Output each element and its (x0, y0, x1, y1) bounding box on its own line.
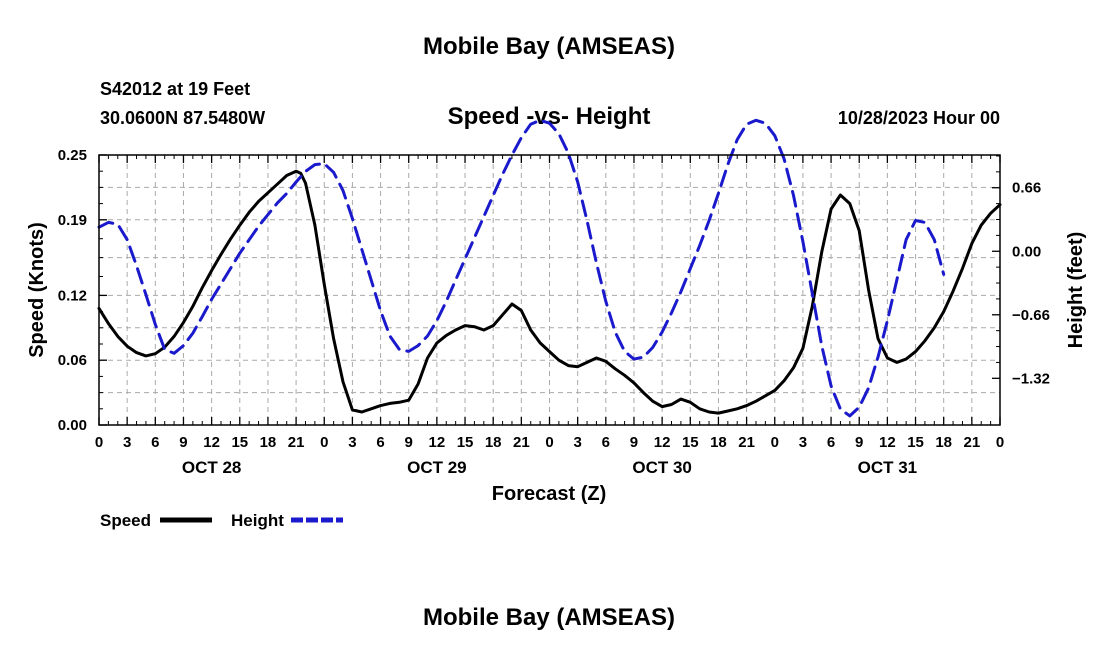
y-tick-label-left: 0.12 (58, 287, 87, 304)
y-tick-label-left: 0.06 (58, 352, 87, 369)
legend-height-label: Height (231, 511, 284, 530)
y-tick-label-left: 0.00 (58, 417, 87, 434)
x-tick-label: 0 (320, 434, 328, 451)
y-axis-label-right: Height (feet) (1065, 232, 1087, 349)
x-tick-label: 0 (95, 434, 103, 451)
coordinates-label: 30.0600N 87.5480W (100, 108, 265, 128)
footer-title: Mobile Bay (AMSEAS) (423, 604, 675, 631)
x-tick-label: 3 (348, 434, 356, 451)
x-tick-label: 12 (879, 434, 896, 451)
x-tick-label: 18 (260, 434, 277, 451)
y-tick-label-left: 0.25 (58, 147, 87, 164)
x-tick-label: 3 (799, 434, 807, 451)
plot-frame (98, 154, 1001, 426)
x-tick-label: 9 (405, 434, 413, 451)
y-tick-label-left: 0.19 (58, 212, 87, 229)
x-tick-label: 6 (827, 434, 835, 451)
legend: Speed Height (100, 511, 343, 530)
y-tick-label-right: 0.66 (1012, 180, 1041, 197)
y-axis-label-left: Speed (Knots) (26, 222, 48, 358)
run-time-label: 10/28/2023 Hour 00 (838, 108, 1000, 128)
station-label: S42012 at 19 Feet (100, 79, 250, 99)
axis-labels: 0 3 6 9 12 15 18 21 0 3 6 9 12 15 18 21 0 3 6 9 12 15 18 21 0 3 6 9… (58, 147, 1050, 477)
x-tick-label: 9 (855, 434, 863, 451)
x-tick-label: 0 (996, 434, 1004, 451)
x-tick-label: 18 (710, 434, 727, 451)
legend-speed-label: Speed (100, 511, 151, 530)
x-tick-label: 15 (457, 434, 474, 451)
x-tick-label: 6 (151, 434, 159, 451)
x-tick-label: 15 (682, 434, 699, 451)
x-tick-label: 15 (231, 434, 248, 451)
y-tick-label-right: −0.66 (1012, 307, 1050, 324)
x-tick-label: 18 (935, 434, 952, 451)
x-tick-label: 3 (123, 434, 131, 451)
x-tick-label: 12 (429, 434, 446, 451)
x-date-label: OCT 31 (858, 458, 918, 477)
x-tick-label: 0 (545, 434, 553, 451)
x-date-label: OCT 30 (632, 458, 692, 477)
x-tick-label: 21 (964, 434, 981, 451)
x-tick-label: 21 (513, 434, 530, 451)
series-line-speed (97, 169, 1002, 415)
chart-subtitle: Speed -vs- Height (448, 103, 651, 130)
x-date-label: OCT 28 (182, 458, 242, 477)
grid (99, 155, 1000, 425)
x-tick-label: 3 (573, 434, 581, 451)
series-group (97, 118, 1002, 418)
x-tick-label: 18 (485, 434, 502, 451)
x-tick-label: 15 (907, 434, 924, 451)
chart-title: Mobile Bay (AMSEAS) (423, 33, 675, 60)
series-line-height (97, 118, 946, 418)
x-tick-label: 21 (288, 434, 305, 451)
x-tick-label: 9 (179, 434, 187, 451)
x-tick-label: 6 (602, 434, 610, 451)
y-tick-label-right: 0.00 (1012, 243, 1041, 260)
x-tick-label: 6 (376, 434, 384, 451)
x-tick-label: 0 (771, 434, 779, 451)
x-tick-label: 21 (738, 434, 755, 451)
x-axis-label: Forecast (Z) (492, 483, 606, 505)
x-tick-label: 12 (654, 434, 671, 451)
x-tick-label: 12 (203, 434, 220, 451)
x-tick-label: 9 (630, 434, 638, 451)
y-tick-label-right: −1.32 (1012, 370, 1050, 387)
x-date-label: OCT 29 (407, 458, 467, 477)
